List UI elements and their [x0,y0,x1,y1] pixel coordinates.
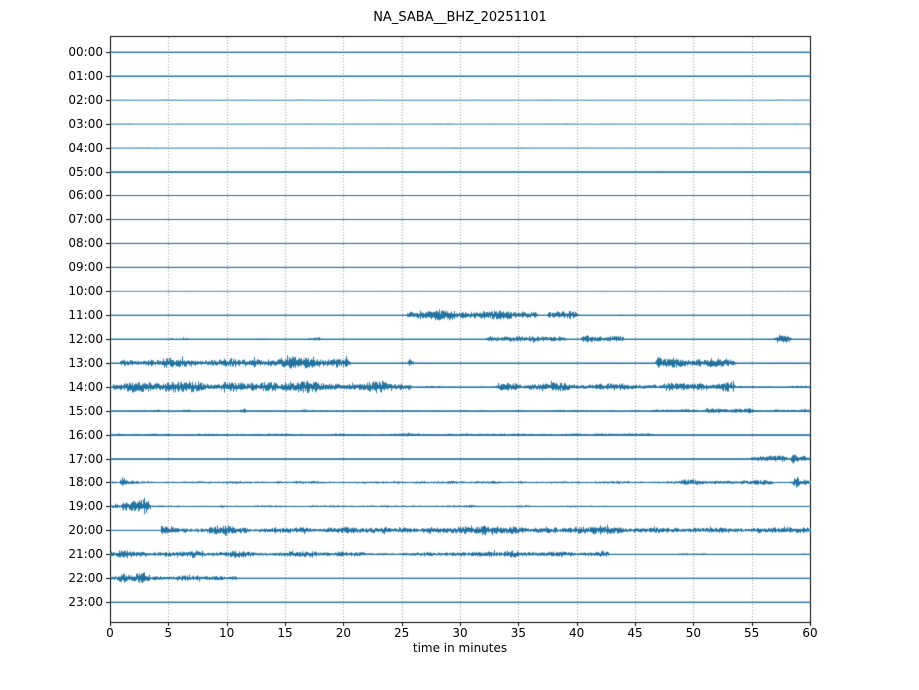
x-tick-label: 5 [164,626,173,640]
y-tick-label: 09:00 [68,260,103,275]
y-tick-label: 10:00 [68,284,103,299]
y-tick-label: 16:00 [68,427,103,442]
y-tick-label: 04:00 [68,140,103,155]
y-tick-label: 05:00 [68,164,103,179]
x-tick-label: 15 [277,626,293,640]
y-tick-label: 19:00 [68,499,103,514]
y-tick-label: 18:00 [68,475,103,490]
y-tick-label: 17:00 [68,451,103,466]
x-tick-label: 0 [106,626,114,640]
x-tick-label: 60 [802,626,818,640]
x-tick-label: 50 [685,626,701,640]
y-tick-label: 15:00 [68,403,103,418]
y-tick-label: 01:00 [68,68,103,83]
y-tick-label: 14:00 [68,379,103,394]
x-tick-label: 35 [510,626,526,640]
x-tick-label: 45 [627,626,643,640]
x-axis-label: time in minutes [412,641,508,655]
x-tick-label: 55 [744,626,760,640]
x-tick-label: 20 [335,626,351,640]
plot-title: NA_SABA__BHZ_20251101 [373,10,547,25]
y-tick-label: 22:00 [68,571,103,586]
x-tick-label: 25 [394,626,410,640]
y-tick-label: 00:00 [68,45,103,59]
y-tick-label: 20:00 [68,523,103,538]
x-tick-label: 30 [452,626,468,640]
y-tick-label: 07:00 [68,212,103,227]
y-tick-label: 13:00 [68,355,103,370]
y-tick-label: 02:00 [68,92,103,107]
y-tick-label: 03:00 [68,116,103,131]
y-tick-label: 12:00 [68,331,103,346]
y-tick-label: 23:00 [68,595,103,609]
y-tick-label: 08:00 [68,236,103,251]
y-tick-label: 11:00 [68,308,103,323]
y-tick-label: 21:00 [68,547,103,562]
x-tick-label: 40 [569,626,585,640]
y-tick-label: 06:00 [68,188,103,203]
x-tick-label: 10 [219,626,235,640]
